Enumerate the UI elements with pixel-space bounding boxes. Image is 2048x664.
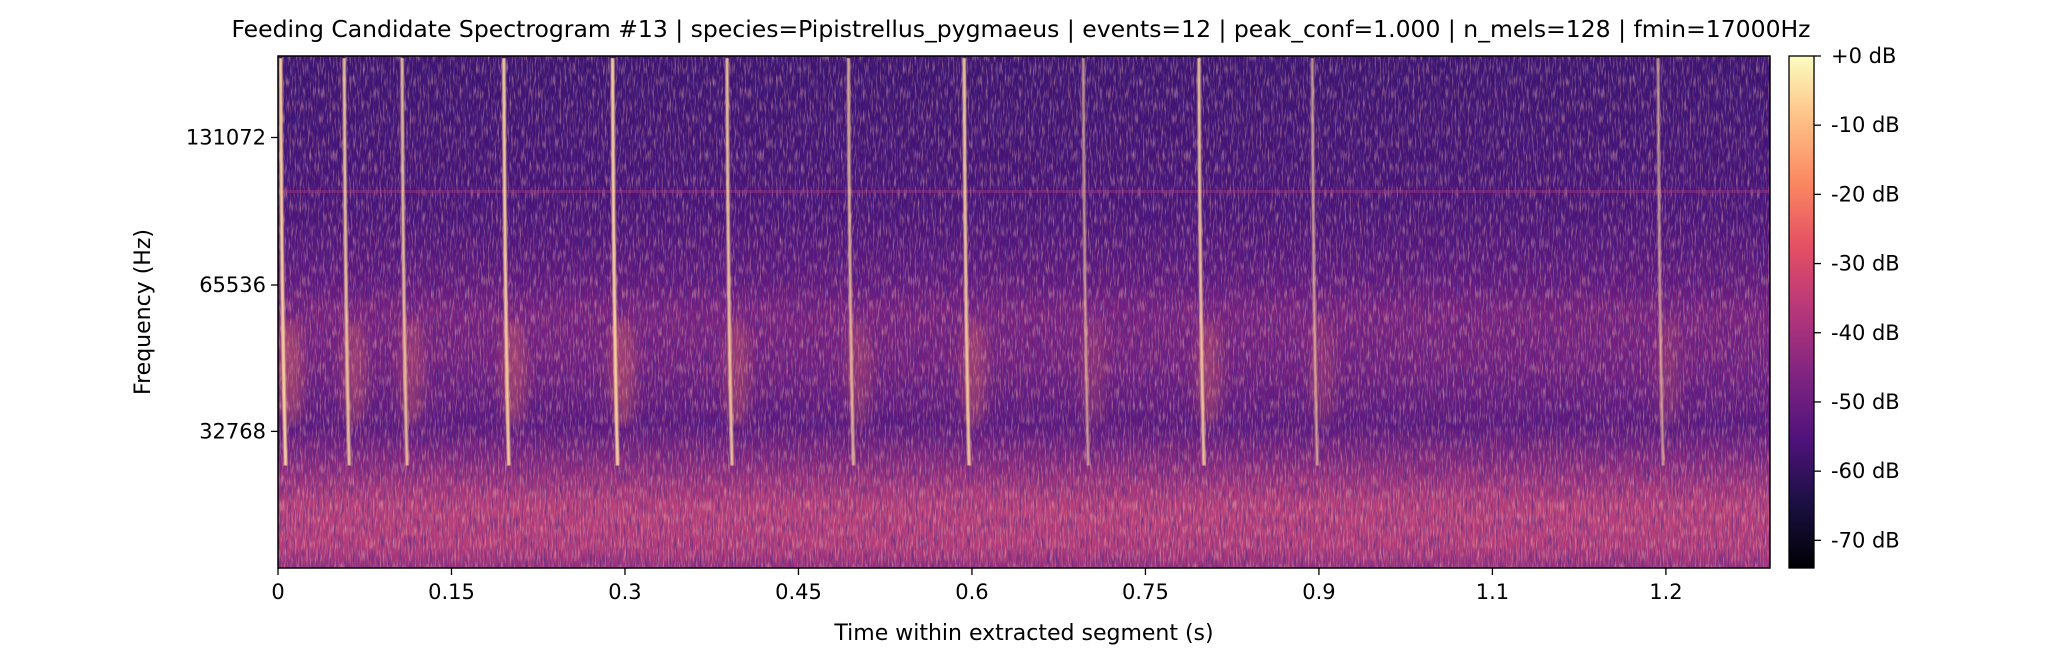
y-tick-label: 131072 xyxy=(186,126,266,150)
x-tick-label: 1.2 xyxy=(1649,580,1682,604)
colorbar-frame xyxy=(1788,55,1815,569)
y-axis: 131072 65536 32768 xyxy=(186,126,278,443)
x-axis: 0 0.15 0.3 0.45 0.6 0.75 0.9 1.1 1.2 xyxy=(271,568,1683,604)
x-axis-label: Time within extracted segment (s) xyxy=(833,621,1213,646)
colorbar-gradient xyxy=(1789,56,1814,568)
harmonic-band xyxy=(278,190,1770,193)
y-tick-label: 65536 xyxy=(199,273,266,297)
colorbar-tick-label: -60 dB xyxy=(1831,459,1900,483)
x-tick-label: 0.6 xyxy=(955,580,988,604)
call-sweep xyxy=(400,57,409,466)
chart-title: Feeding Candidate Spectrogram #13 | spec… xyxy=(231,15,1810,43)
call-sweep xyxy=(278,57,288,466)
call-sweep xyxy=(502,57,511,466)
colorbar-tick-label: -20 dB xyxy=(1831,182,1900,206)
y-axis-label: Frequency (Hz) xyxy=(131,229,156,395)
call-sweep xyxy=(610,57,620,466)
call-sweep xyxy=(1081,57,1090,466)
plot-area xyxy=(278,56,1770,568)
x-tick-label: 0.15 xyxy=(428,580,475,604)
colorbar: +0 dB -10 dB -20 dB -30 dB -40 dB -50 dB -60 d… xyxy=(1788,44,1900,569)
y-tick-label: 32768 xyxy=(199,419,266,443)
colorbar-tick-label: -40 dB xyxy=(1831,321,1900,345)
x-tick-label: 0.75 xyxy=(1122,580,1169,604)
spectrogram-noise-bright xyxy=(278,56,1770,568)
call-sweep xyxy=(1310,57,1319,466)
colorbar-ticks: +0 dB -10 dB -20 dB -30 dB -40 dB -50 dB -60 d… xyxy=(1814,44,1900,552)
x-tick-label: 0.45 xyxy=(775,580,822,604)
colorbar-tick-label: -30 dB xyxy=(1831,252,1900,276)
colorbar-tick-label: -70 dB xyxy=(1831,528,1900,552)
colorbar-tick-label: -10 dB xyxy=(1831,113,1900,137)
call-sweep xyxy=(1656,57,1665,466)
x-tick-label: 0.3 xyxy=(608,580,641,604)
call-sweep xyxy=(342,57,351,466)
x-tick-label: 0 xyxy=(271,580,284,604)
call-sweep xyxy=(725,57,734,466)
x-tick-label: 0.9 xyxy=(1302,580,1335,604)
x-tick-label: 1.1 xyxy=(1476,580,1509,604)
colorbar-tick-label: -50 dB xyxy=(1831,390,1900,414)
colorbar-tick-label: +0 dB xyxy=(1831,44,1896,68)
call-marks xyxy=(278,57,1681,466)
plot-frame xyxy=(277,55,1771,569)
call-sweep xyxy=(846,57,856,466)
call-sweep xyxy=(962,57,971,466)
call-sweep xyxy=(1197,57,1206,466)
